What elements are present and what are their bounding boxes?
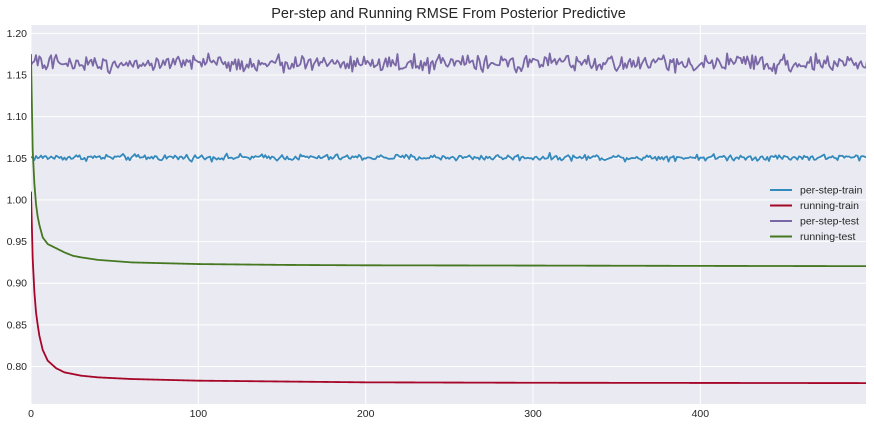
y-tick-label: 1.15 bbox=[7, 69, 28, 81]
y-tick-label: 1.20 bbox=[7, 28, 28, 40]
series-layer bbox=[31, 52, 866, 384]
x-tick-label: 200 bbox=[357, 408, 375, 420]
legend-label: per-step-train bbox=[800, 185, 863, 197]
y-tick-label: 0.95 bbox=[7, 236, 28, 248]
plot-background bbox=[31, 25, 866, 404]
x-tick-label: 400 bbox=[692, 408, 710, 420]
grid-lines bbox=[30, 25, 866, 404]
y-tick-label: 1.00 bbox=[7, 194, 28, 206]
y-tick-label: 0.80 bbox=[7, 361, 28, 373]
legend-label: per-step-test bbox=[800, 216, 859, 228]
y-tick-label: 1.10 bbox=[7, 111, 28, 123]
y-tick-label: 0.90 bbox=[7, 278, 28, 290]
series-line-per-step-test bbox=[31, 52, 866, 75]
y-tick-label: 0.85 bbox=[7, 319, 28, 331]
series-line-running-train bbox=[31, 191, 866, 384]
legend-label: running-test bbox=[800, 231, 856, 243]
x-tick-label: 100 bbox=[190, 408, 208, 420]
x-tick-label: 0 bbox=[28, 408, 34, 420]
chart-title: Per-step and Running RMSE From Posterior… bbox=[271, 6, 626, 22]
x-tick-label: 300 bbox=[524, 408, 542, 420]
y-tick-label: 1.05 bbox=[7, 153, 28, 165]
series-line-per-step-train bbox=[31, 152, 866, 163]
axis-tick-labels: 0 100 200 300 400 0.80 0.85 0.90 0.95 1.00 1.05 1.1… bbox=[7, 28, 710, 420]
legend-label: running-train bbox=[800, 200, 859, 212]
series-line-running-test bbox=[31, 54, 866, 268]
legend: per-step-train running-train per-step-test… bbox=[770, 185, 863, 243]
